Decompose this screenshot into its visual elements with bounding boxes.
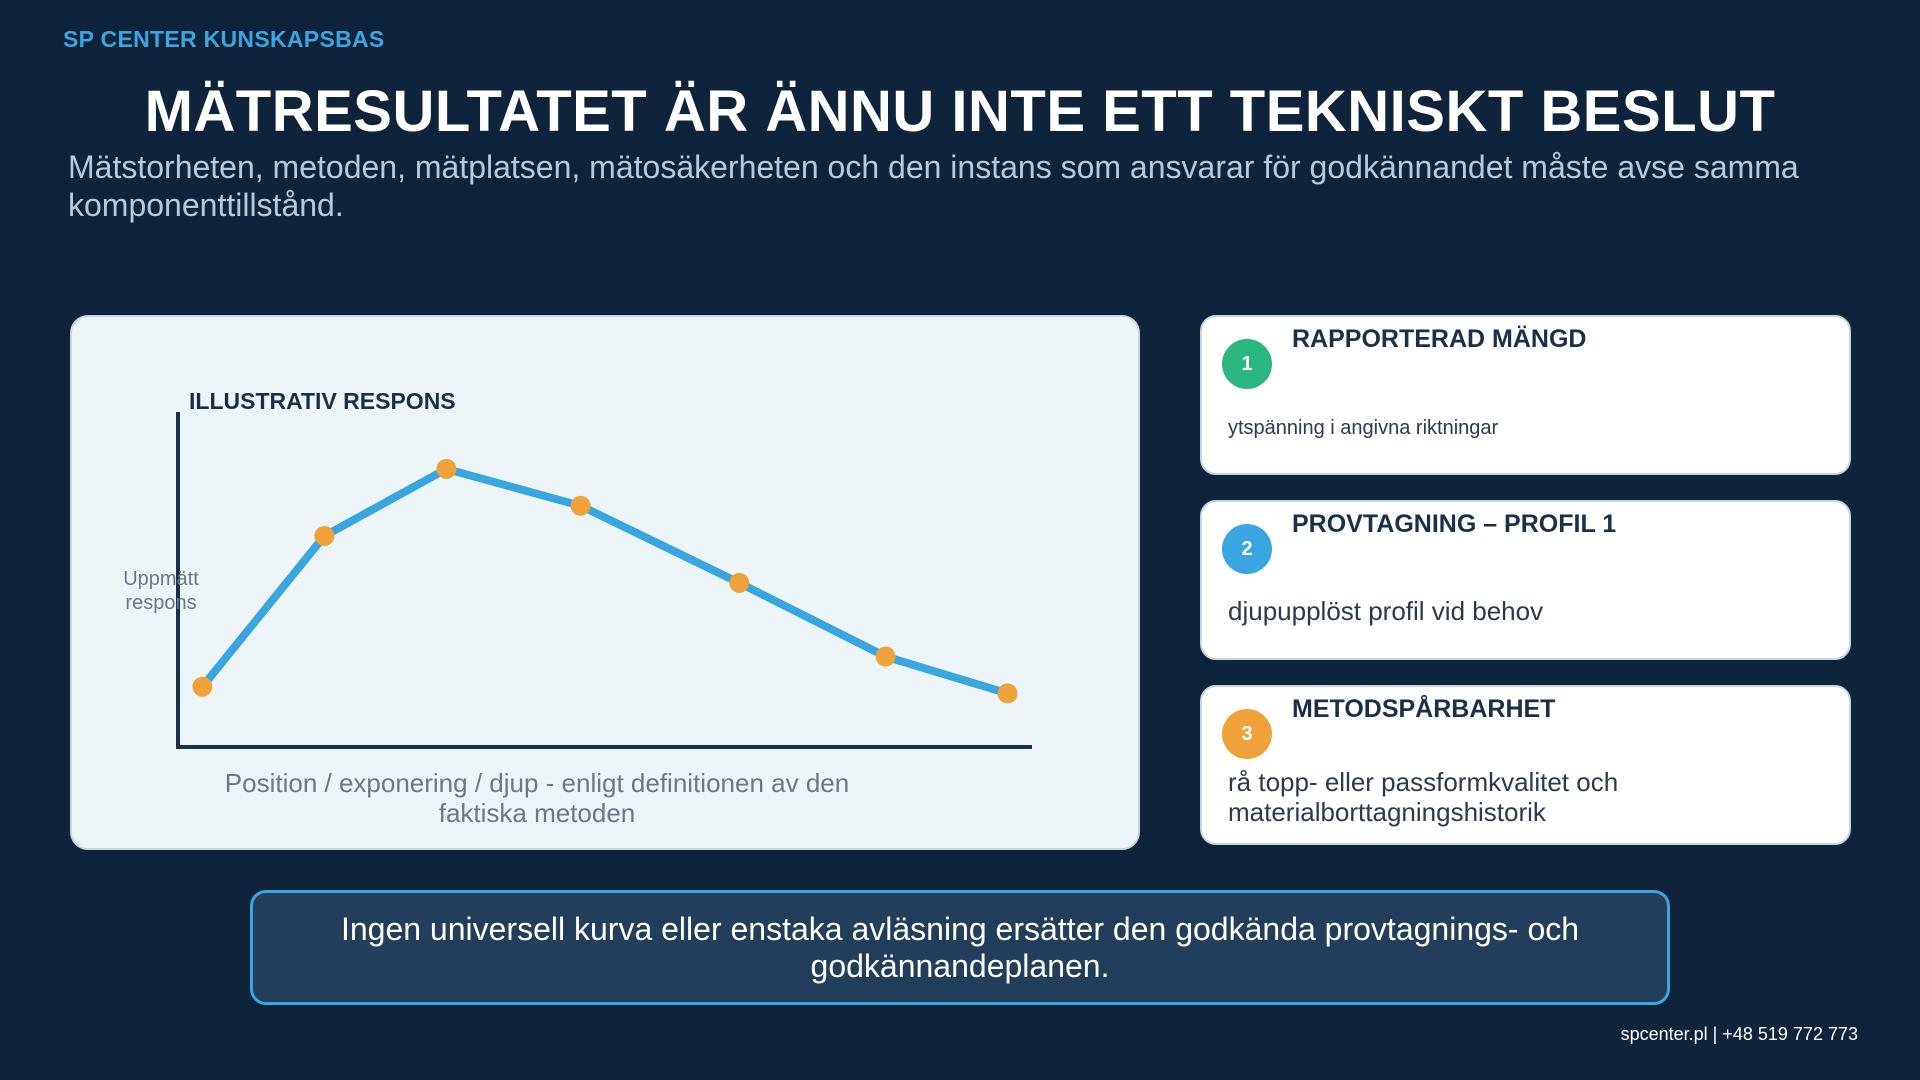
callout-text: Ingen universell kurva eller enstaka avl… (340, 910, 1580, 984)
card-method-traceability: 3 METODSPÅRBARHET rå topp- eller passfor… (1200, 685, 1851, 845)
card-title: METODSPÅRBARHET (1292, 695, 1556, 723)
page-title: MÄTRESULTATET ÄR ÄNNU INTE ETT TEKNISKT … (144, 79, 1776, 144)
chart-panel: ILLUSTRATIV RESPONS Uppmätt respons Posit… (70, 315, 1140, 850)
footer-contact: spcenter.pl | +48 519 772 773 (1620, 1024, 1858, 1044)
data-point (997, 683, 1018, 704)
step-number-badge: 3 (1222, 709, 1272, 759)
y-axis-label: Uppmätt respons (123, 568, 199, 614)
callout-box: Ingen universell kurva eller enstaka avl… (250, 890, 1670, 1005)
card-reported-quantity: 1 RAPPORTERAD MÄNGD ytspänning i angivna… (1200, 315, 1851, 475)
data-point (875, 646, 896, 667)
card-description: djupupplöst profil vid behov (1228, 596, 1544, 626)
data-point (192, 676, 213, 697)
brand-label: SP CENTER KUNSKAPSBAS (63, 26, 385, 52)
x-axis-label: Position / exponering / djup - enligt de… (225, 768, 849, 828)
data-point (314, 525, 335, 546)
card-description: ytspänning i angivna riktningar (1228, 417, 1499, 439)
step-number-badge: 2 (1222, 524, 1272, 574)
card-title: PROVTAGNING – PROFIL 1 (1292, 510, 1617, 538)
data-point (729, 572, 750, 593)
card-description: rå topp- eller passformkvalitet och mate… (1228, 767, 1619, 827)
card-title: RAPPORTERAD MÄNGD (1292, 325, 1587, 353)
step-number-badge: 1 (1222, 339, 1272, 389)
series-layer (192, 458, 1018, 704)
data-point (436, 458, 457, 479)
data-point (570, 495, 591, 516)
card-sampling-profile: 2 PROVTAGNING – PROFIL 1 djupupplöst pro… (1200, 500, 1851, 660)
response-chart: ILLUSTRATIV RESPONS Uppmätt respons Posit… (123, 388, 1032, 828)
chart-title: ILLUSTRATIV RESPONS (189, 388, 456, 414)
page-subtitle: Mätstorheten, metoden, mätplatsen, mätos… (68, 149, 1799, 223)
